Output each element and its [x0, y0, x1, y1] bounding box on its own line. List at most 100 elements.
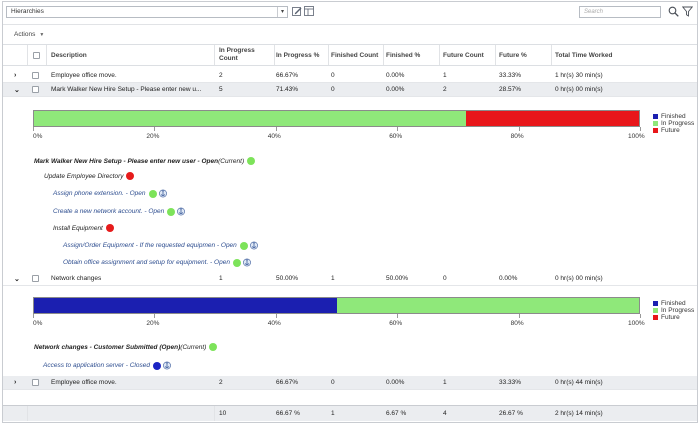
toolbar-divider [3, 24, 697, 25]
actions-menu[interactable]: Actions ▼ [14, 31, 44, 38]
anchor-icon[interactable] [177, 207, 186, 216]
col-finished-count[interactable]: Finished Count [331, 45, 383, 65]
edit-icon[interactable] [292, 6, 302, 16]
workflow-step[interactable]: Assign/Order Equipment - If the requeste… [63, 241, 258, 250]
workflow-step[interactable]: Assign phone extension. - Open [53, 189, 167, 198]
workflow-step-label: Access to application server - Closed [43, 362, 150, 369]
tick-label: 40% [267, 320, 281, 327]
tick-mark [397, 127, 399, 131]
row-in-progress-count: 5 [219, 86, 223, 93]
search-placeholder: Search [584, 9, 604, 15]
expand-icon[interactable]: › [14, 72, 17, 79]
col-finished-pct[interactable]: Finished % [386, 45, 438, 65]
tick-mark [275, 314, 277, 318]
workflow-step[interactable]: Access to application server - Closed [43, 361, 171, 370]
legend: Finished In Progress Future [653, 300, 694, 321]
total-finished-count: 1 [331, 410, 335, 417]
col-description-label: Description [51, 51, 87, 59]
row-finished-count: 1 [331, 275, 335, 282]
anchor-icon[interactable] [249, 241, 258, 250]
tick-label: 20% [146, 320, 160, 327]
col-total-time-label: Total Time Worked [555, 51, 613, 59]
legend-finished: Finished [653, 300, 694, 307]
row-description: Employee office move. [51, 72, 117, 79]
row-future-count: 1 [443, 72, 447, 79]
workflow-step[interactable]: Obtain office assignment and setup for e… [63, 258, 251, 267]
col-finished-pct-label: Finished % [386, 51, 421, 59]
tick-mark [275, 127, 277, 131]
row-total-time: 1 hr(s) 30 min(s) [555, 72, 603, 79]
status-dot-green [209, 343, 218, 351]
row-checkbox[interactable] [32, 275, 39, 282]
tick-mark [640, 127, 641, 131]
status-dot-red [126, 172, 135, 180]
col-description[interactable]: Description [51, 45, 211, 65]
search-icon[interactable] [668, 6, 679, 17]
row-in-progress-count: 1 [219, 275, 223, 282]
workflow-step-label: Update Employee Directory [44, 172, 124, 180]
row-description: Employee office move. [51, 379, 117, 386]
table-row[interactable]: › Employee office move. 2 66.67% 0 0.00%… [3, 69, 697, 83]
col-future-count[interactable]: Future Count [443, 45, 495, 65]
col-total-time[interactable]: Total Time Worked [555, 45, 655, 65]
row-total-time: 0 hr(s) 44 min(s) [555, 379, 603, 386]
table-row[interactable]: ⌄ Mark Walker New Hire Setup - Please en… [3, 83, 697, 97]
status-dot-green [167, 207, 176, 216]
total-time: 2 hr(s) 14 min(s) [555, 410, 603, 417]
totals-row: 10 66.67 % 1 6.67 % 4 26.67 % 2 hr(s) 14… [3, 405, 697, 421]
filter-icon[interactable] [682, 6, 693, 17]
col-in-progress-count-label-1: In Progress [219, 47, 255, 54]
anchor-icon[interactable] [158, 189, 167, 198]
table-row[interactable]: › Employee office move. 2 66.67% 0 0.00%… [3, 376, 697, 390]
legend-swatch [653, 314, 658, 320]
row-checkbox[interactable] [32, 86, 39, 93]
row-checkbox[interactable] [32, 72, 39, 79]
tick-mark [33, 127, 34, 131]
row-finished-count: 0 [331, 379, 335, 386]
actions-label: Actions [14, 31, 36, 38]
toolbar: Hierarchies ▾ Search [3, 2, 697, 22]
hierarchy-select[interactable]: Hierarchies ▾ [6, 6, 288, 18]
col-future-pct[interactable]: Future % [499, 45, 551, 65]
workflow-step[interactable]: Network changes - Customer Submitted (Op… [34, 343, 218, 351]
total-in-progress-pct: 66.67 % [276, 410, 300, 417]
anchor-icon[interactable] [243, 258, 251, 267]
legend-in-progress: In Progress [653, 120, 694, 127]
status-dot-red [105, 224, 114, 232]
workflow-step[interactable]: Install Equipment [53, 224, 114, 232]
row-future-count: 2 [443, 86, 447, 93]
row-checkbox[interactable] [32, 379, 39, 386]
tick-mark [640, 314, 641, 318]
status-dot-green [232, 258, 241, 267]
legend-future: Future [653, 127, 694, 134]
col-in-progress-pct[interactable]: In Progress % [276, 45, 328, 65]
legend-swatch [653, 300, 658, 306]
col-finished-count-label: Finished Count [331, 51, 379, 59]
collapse-icon[interactable]: ⌄ [14, 86, 20, 94]
expand-icon[interactable]: › [14, 379, 17, 386]
chevron-down-icon[interactable]: ▾ [277, 7, 287, 17]
collapse-icon[interactable]: ⌄ [14, 275, 20, 283]
layout-icon[interactable] [304, 6, 314, 16]
table-row[interactable]: ⌄ Network changes 1 50.00% 1 50.00% 0 0.… [3, 272, 697, 286]
workflow-step[interactable]: Mark Walker New Hire Setup - Please ente… [34, 157, 256, 165]
anchor-icon[interactable] [163, 361, 171, 370]
search-input[interactable]: Search [579, 6, 661, 18]
tick-mark [518, 314, 520, 318]
select-all-checkbox[interactable] [32, 51, 40, 59]
legend-finished: Finished [653, 113, 694, 120]
col-in-progress-count[interactable]: In Progress Count [219, 45, 275, 65]
row-in-progress-pct: 66.67% [276, 72, 299, 79]
workflow-step-current: (Current) [180, 343, 207, 351]
row-future-pct: 0.00% [499, 275, 518, 282]
row-in-progress-pct: 66.67% [276, 379, 299, 386]
row-future-count: 0 [443, 275, 447, 282]
legend-future: Future [653, 314, 694, 321]
row-total-time: 0 hr(s) 00 min(s) [555, 86, 603, 93]
col-future-count-label: Future Count [443, 51, 484, 59]
workflow-step[interactable]: Update Employee Directory [44, 172, 135, 180]
row-finished-count: 0 [331, 72, 335, 79]
workflow-step-label: Mark Walker New Hire Setup - Please ente… [34, 157, 219, 165]
workflow-step[interactable]: Create a new network account. - Open [53, 207, 186, 216]
tick-mark [518, 127, 520, 131]
